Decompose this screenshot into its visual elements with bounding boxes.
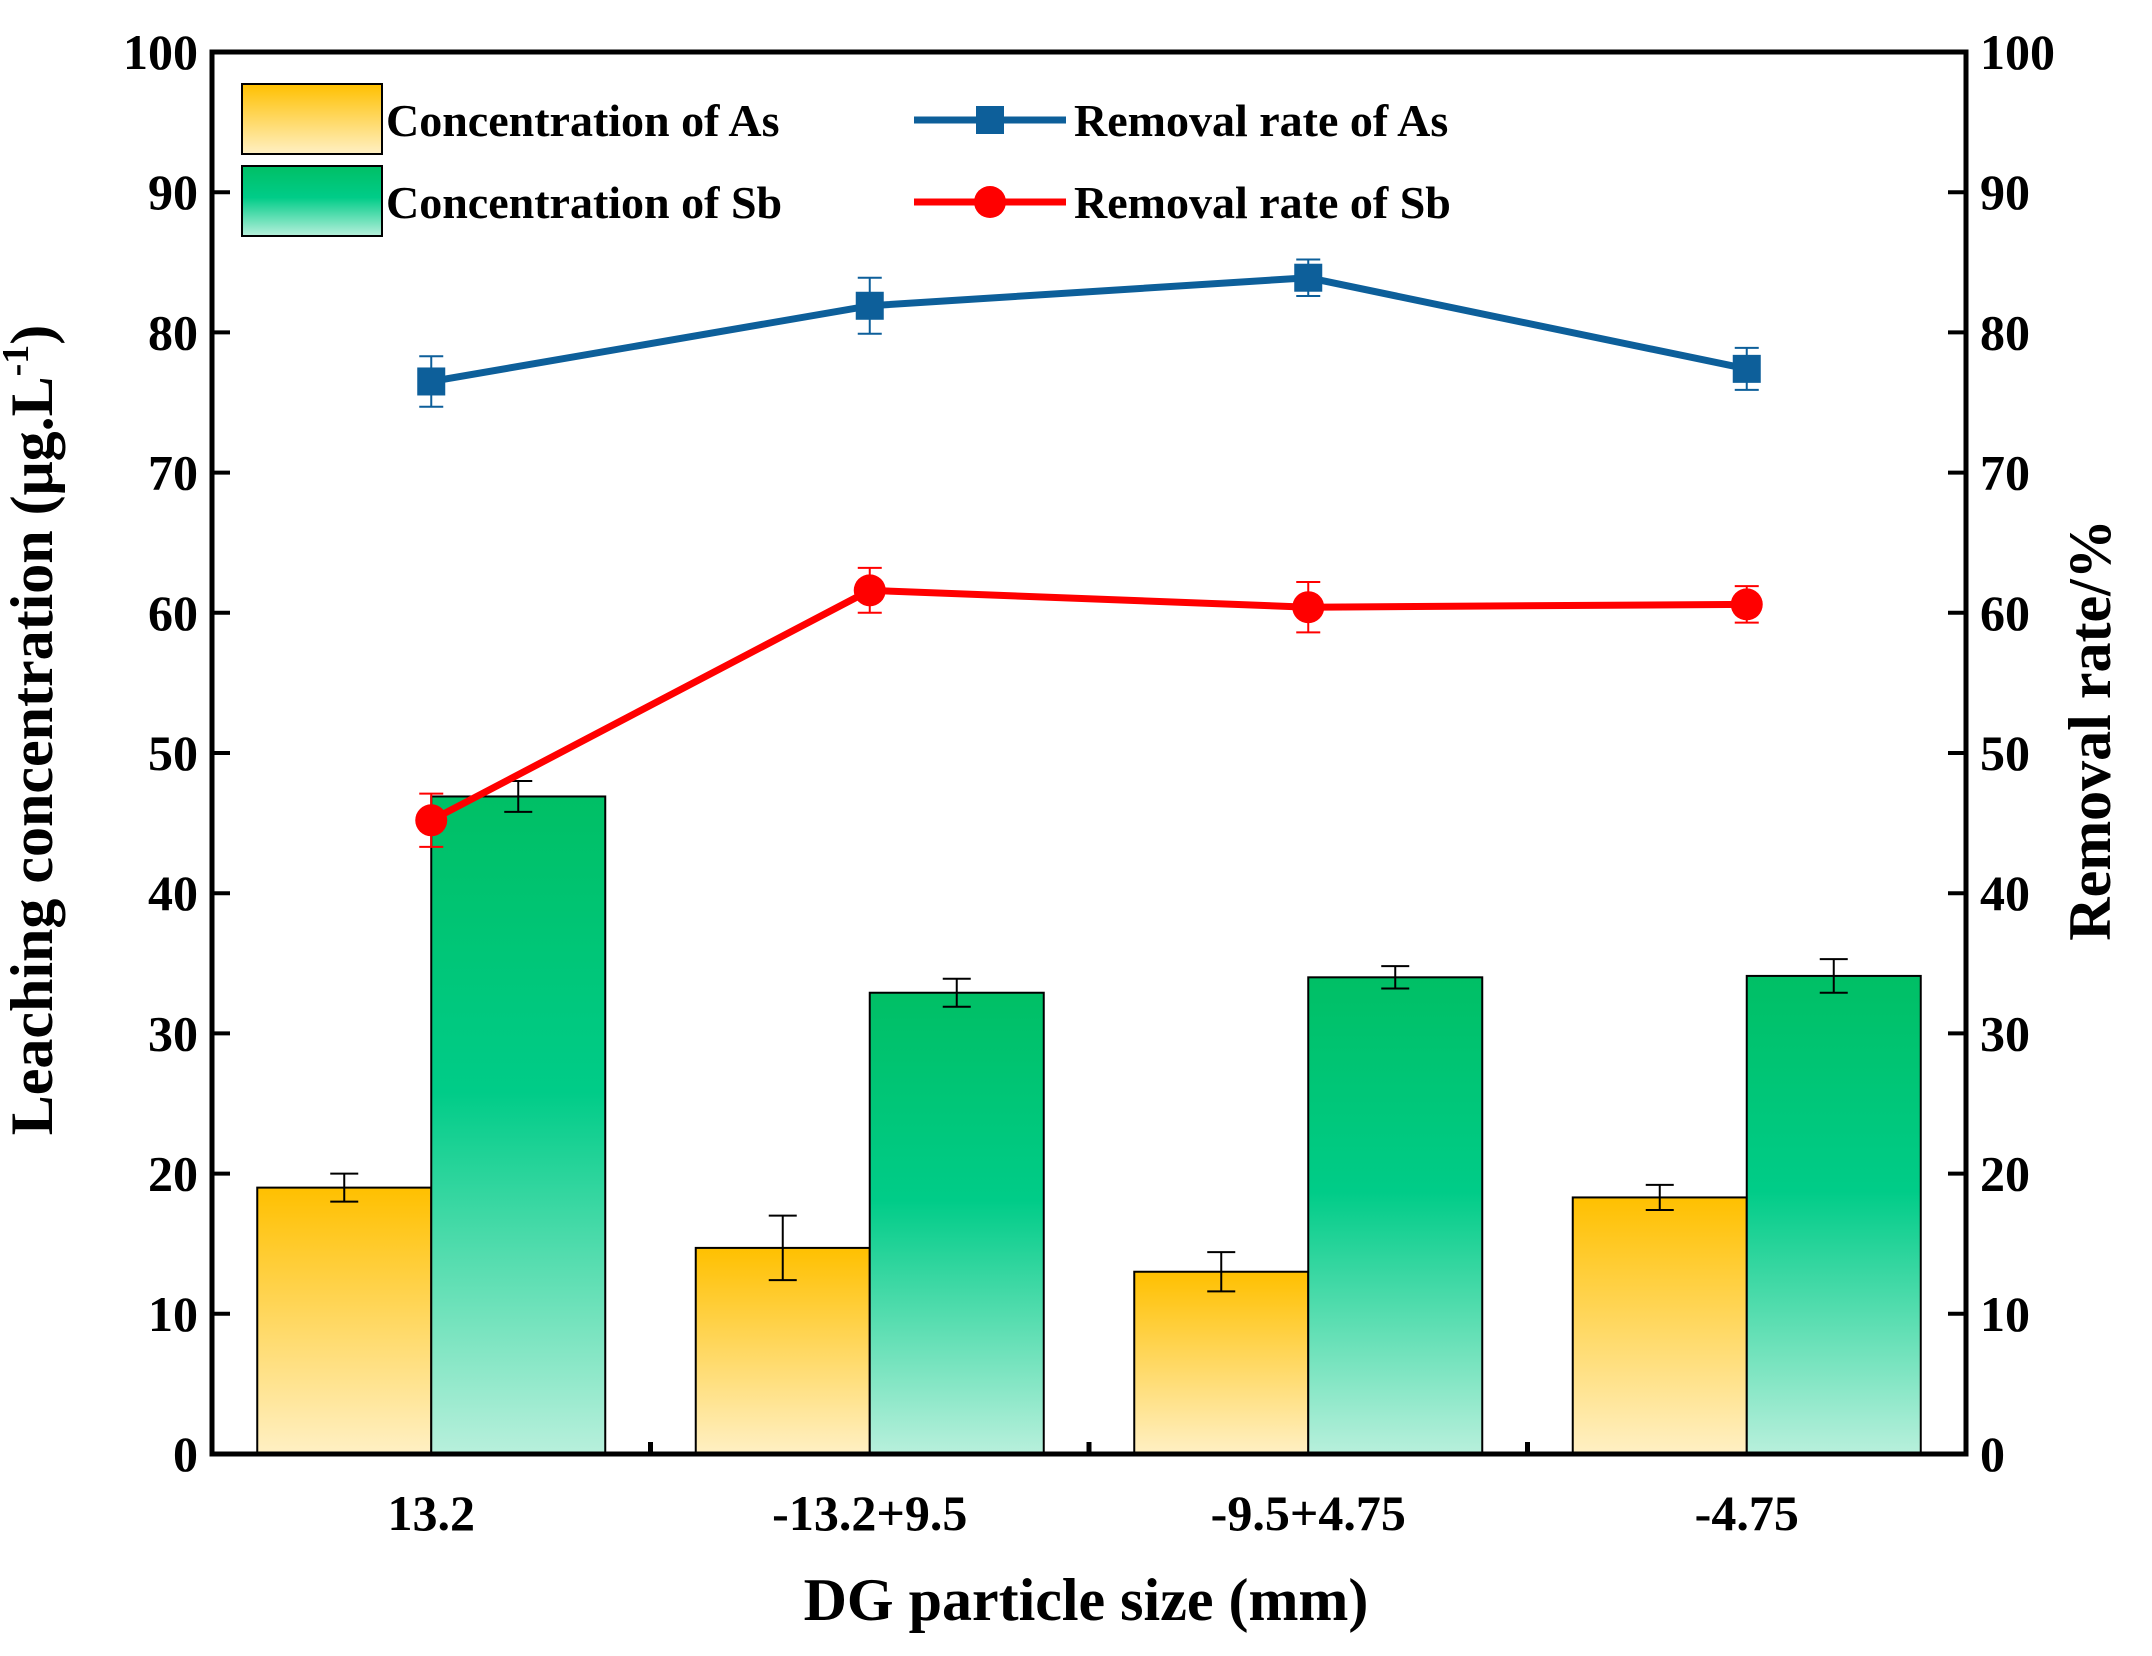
y2-tick-label-4: 40 — [1980, 865, 2030, 921]
y-axis-title-sup: -1 — [0, 345, 37, 377]
legend-marker-circle-sb — [974, 186, 1006, 218]
y-tick-label-1: 10 — [148, 1286, 198, 1342]
marker-circle-sb-2 — [1292, 591, 1325, 624]
y2-tick-label-7: 70 — [1980, 445, 2030, 501]
y-tick-label-3: 30 — [148, 1005, 198, 1061]
y2-tick-label-5: 50 — [1980, 725, 2030, 781]
legend-label-line-sb: Removal rate of Sb — [1074, 177, 1451, 228]
legend-label-bar-sb: Concentration of Sb — [386, 177, 782, 228]
legend-swatch-sb — [241, 165, 383, 237]
y2-tick-label-10: 100 — [1980, 24, 2055, 80]
x-tick-label-2: -9.5+4.75 — [1211, 1485, 1406, 1541]
y-tick-label-0: 0 — [173, 1426, 198, 1482]
line-removal-as — [430, 274, 1748, 385]
y-tick-label-10: 100 — [123, 24, 198, 80]
bar-as-0 — [256, 1186, 433, 1455]
y2-tick-label-8: 80 — [1980, 304, 2030, 360]
y-tick-label-5: 50 — [148, 725, 198, 781]
y2-tick-label-9: 90 — [1980, 164, 2030, 220]
bar-sb-2 — [1307, 976, 1484, 1455]
y-axis-title-main: Leaching concentration (μg.L — [0, 376, 65, 1135]
marker-square-as-1 — [855, 291, 884, 320]
marker-circle-sb-1 — [853, 574, 886, 607]
y-tick-label-4: 40 — [148, 865, 198, 921]
y2-tick-label-2: 20 — [1980, 1146, 2030, 1202]
x-tick-label-3: -4.75 — [1695, 1485, 1799, 1541]
y-tick-label-8: 80 — [148, 304, 198, 360]
marker-circle-sb-0 — [415, 804, 448, 837]
legend-marker-square-as — [976, 106, 1004, 134]
bar-as-1 — [694, 1246, 871, 1455]
bars-layer — [256, 780, 1922, 1456]
y-tick-label-2: 20 — [148, 1146, 198, 1202]
line-removal-sb — [429, 586, 1747, 824]
marker-square-as-3 — [1732, 354, 1761, 383]
marker-square-as-0 — [417, 367, 446, 396]
y-axis-title: Leaching concentration (μg.L-1) — [0, 325, 65, 1136]
x-axis-title: DG particle size (mm) — [804, 1567, 1369, 1633]
x-tick-label-1: -13.2+9.5 — [772, 1485, 967, 1541]
axes-layer: 0 10 20 30 40 50 60 70 80 90 100 0 10 20 30 40 50 60 70 80 9… — [123, 24, 2055, 1541]
legend: Concentration of As Concentration of Sb Re… — [241, 83, 1451, 237]
y2-tick-label-3: 30 — [1980, 1005, 2030, 1061]
marker-square-as-2 — [1294, 263, 1323, 292]
bar-sb-3 — [1745, 974, 1922, 1456]
legend-swatch-as — [241, 83, 383, 155]
legend-label-line-as: Removal rate of As — [1074, 95, 1448, 146]
y-tick-label-7: 70 — [148, 445, 198, 501]
y2-tick-label-1: 10 — [1980, 1286, 2030, 1342]
marker-circle-sb-3 — [1730, 588, 1763, 621]
x-tick-label-0: 13.2 — [388, 1485, 476, 1541]
y-axis-title-close: ) — [0, 325, 65, 345]
y-tick-label-6: 60 — [148, 585, 198, 641]
y2-axis-title: Removal rate/% — [2057, 519, 2123, 941]
y2-tick-label-0: 0 — [1980, 1426, 2005, 1482]
y-tick-label-9: 90 — [148, 164, 198, 220]
lines-layer — [415, 258, 1763, 848]
bar-as-3 — [1571, 1196, 1748, 1455]
bar-sb-0 — [430, 795, 607, 1455]
y2-tick-label-6: 60 — [1980, 585, 2030, 641]
legend-label-bar-as: Concentration of As — [386, 95, 780, 146]
bar-as-2 — [1133, 1270, 1310, 1455]
bar-sb-1 — [868, 991, 1045, 1455]
